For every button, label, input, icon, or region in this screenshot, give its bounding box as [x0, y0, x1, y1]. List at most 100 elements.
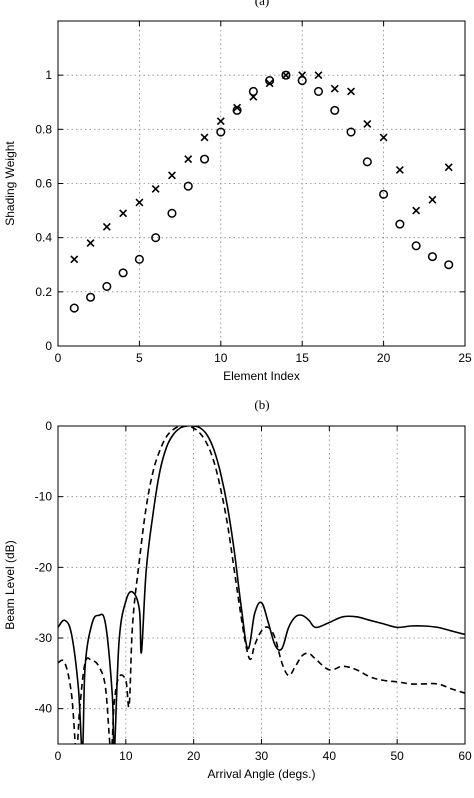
cross-marker-stroke [86, 239, 95, 248]
panel-a-x-tick-label: 5 [136, 351, 143, 365]
panel-b-beam-pattern-plot: (b) 0 10 20 30 40 50 60 0 -10 -20 -30 -40 Arrival An… [3, 397, 472, 781]
cross-marker-point [314, 71, 323, 80]
cross-marker-point [102, 222, 111, 231]
cross-marker-point [428, 195, 437, 204]
cross-marker-stroke [167, 171, 176, 180]
cross-marker-point [151, 184, 160, 193]
circle-marker-point [313, 86, 324, 96]
circle-marker-point [297, 76, 307, 86]
cross-marker-point [412, 206, 421, 215]
cross-marker-point [347, 87, 356, 96]
panel-b-x-axis-label: Arrival Angle (degs.) [207, 767, 315, 781]
circle-marker-point [281, 70, 291, 80]
panel-b-x-tick-label: 60 [458, 749, 472, 763]
panel-b-y-axis-label: Beam Level (dB) [3, 540, 17, 629]
cross-marker-stroke [216, 117, 225, 126]
panel-a-x-tick-label: 10 [214, 351, 228, 365]
panel-b-y-tick-label: 0 [45, 419, 52, 433]
cross-marker-point [200, 133, 209, 142]
panel-b-label: (b) [254, 397, 269, 412]
cross-marker-stroke [412, 206, 421, 215]
solid-beam-pattern-line [58, 426, 465, 744]
circle-marker-point [102, 281, 112, 291]
cross-marker-point [86, 239, 95, 248]
circle-marker-point [444, 260, 454, 270]
circle-marker-point [69, 303, 79, 313]
panel-a-shading-weight-plot: (a) 0 5 10 15 20 25 0 0.2 0.4 0.6 0.8 1 Element Inde… [3, 0, 472, 383]
cross-marker-point [249, 92, 258, 101]
circle-marker-point [86, 292, 96, 302]
panel-b-y-tick-label: -10 [35, 490, 53, 504]
dashed-beam-pattern-line [58, 426, 465, 744]
cross-marker-stroke [395, 165, 404, 174]
panel-a-y-tick-label: 0.2 [35, 285, 52, 299]
panel-a-y-tick-label: 0.6 [35, 177, 52, 191]
panel-b-plot-frame [57, 425, 466, 745]
panel-b-y-tick-label: -40 [35, 702, 53, 716]
cross-marker-point [395, 165, 404, 174]
circle-marker-point [346, 127, 356, 137]
cross-marker-point [216, 117, 225, 126]
cross-marker-stroke [298, 71, 307, 80]
circle-marker-point [248, 86, 258, 96]
panel-a-plot-frame [57, 20, 466, 347]
cross-marker-point [70, 255, 79, 264]
circle-marker-point [362, 157, 372, 167]
panel-b-x-tick-label: 20 [187, 749, 201, 763]
panel-b-y-tick-label: -30 [35, 631, 53, 645]
panel-a-x-axis-label: Element Index [223, 369, 300, 383]
panel-a-x-tick-label: 20 [377, 351, 391, 365]
circle-marker-point [330, 105, 340, 115]
panel-a-y-tick-label: 1 [45, 68, 52, 82]
cross-marker-stroke [184, 155, 193, 164]
cross-marker-stroke [347, 87, 356, 96]
cross-marker-point [298, 71, 307, 80]
cross-marker-stroke [249, 92, 258, 101]
cross-marker-point [119, 209, 128, 218]
cross-marker-stroke [102, 222, 111, 231]
cross-marker-point [444, 163, 453, 172]
cross-marker-point [184, 155, 193, 164]
panel-a-y-axis-label: Shading Weight [3, 141, 17, 226]
cross-marker-stroke [233, 103, 242, 112]
cross-marker-point [281, 71, 290, 80]
cross-marker-point [233, 103, 242, 112]
cross-marker-point [363, 119, 372, 128]
circle-marker-point [216, 127, 226, 137]
cross-marker-stroke [281, 71, 290, 80]
panel-b-x-tick-label: 0 [55, 749, 62, 763]
circle-marker-point [411, 241, 421, 251]
circle-marker-point [118, 268, 128, 278]
cross-marker-point [265, 79, 274, 88]
panel-b-x-tick-label: 40 [323, 749, 337, 763]
circle-marker-point [134, 254, 144, 264]
cross-marker-stroke [444, 163, 453, 172]
cross-marker-stroke [363, 119, 372, 128]
cross-marker-stroke [265, 79, 274, 88]
cross-marker-stroke [70, 255, 79, 264]
circle-marker-point [167, 208, 177, 218]
circle-marker-point [395, 219, 405, 229]
panel-a-y-tick-label: 0.8 [35, 122, 52, 136]
panel-a-x-tick-label: 0 [55, 351, 62, 365]
cross-marker-stroke [119, 209, 128, 218]
cross-marker-stroke [330, 84, 339, 93]
panel-a-x-tick-label: 15 [296, 351, 310, 365]
cross-marker-point [135, 198, 144, 207]
cross-marker-stroke [135, 198, 144, 207]
panel-b-y-tick-label: -20 [35, 560, 53, 574]
cross-marker-stroke [200, 133, 209, 142]
cross-marker-stroke [428, 195, 437, 204]
panel-b-x-tick-label: 50 [390, 749, 404, 763]
cross-marker-stroke [379, 133, 388, 142]
cross-marker-stroke [151, 184, 160, 193]
circle-marker-point [183, 181, 193, 191]
circle-marker-point [427, 252, 437, 262]
panel-b-x-tick-label: 30 [255, 749, 269, 763]
circle-marker-point [151, 233, 161, 243]
panel-a-x-tick-label: 25 [458, 351, 472, 365]
panel-a-label: (a) [255, 0, 269, 8]
panel-a-y-tick-label: 0.4 [35, 231, 52, 245]
